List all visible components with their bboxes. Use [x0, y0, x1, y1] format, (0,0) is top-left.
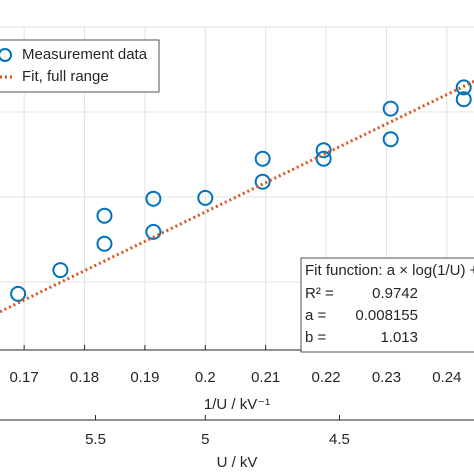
annotation-value: 1.013	[380, 329, 418, 346]
x2-tick-label: 5	[201, 431, 209, 448]
data-point	[455, 91, 472, 108]
data-point	[197, 189, 214, 206]
x-axis-label: 1/U / kV⁻¹	[204, 396, 270, 413]
annotation-box	[300, 257, 474, 353]
data-point	[254, 173, 271, 190]
data-point	[96, 235, 113, 252]
x2-tick-label: 5.5	[85, 431, 106, 448]
data-point	[52, 262, 69, 279]
x-tick-label: 0.21	[251, 369, 280, 386]
annotation-value: 0.9742	[372, 285, 418, 302]
data-point	[315, 142, 332, 159]
annotation-name: R² =	[305, 285, 334, 302]
data-point	[254, 150, 271, 167]
legend-box	[0, 39, 160, 93]
annotation-name: a =	[305, 307, 327, 324]
x2-axis-label: U / kV	[217, 454, 258, 471]
x-tick-label: 0.17	[10, 369, 39, 386]
data-point	[145, 190, 162, 207]
annotation-name: b =	[305, 329, 327, 346]
annotation-value: 0.008155	[355, 307, 418, 324]
data-point	[145, 223, 162, 240]
legend: Measurement data Fit, full range	[0, 39, 160, 93]
x-tick-label: 0.2	[195, 369, 216, 386]
data-point	[382, 131, 399, 148]
data-point	[455, 79, 472, 96]
annotation-title: Fit function: a × log(1/U) + b	[305, 262, 474, 279]
x-tick-label: 0.24	[432, 369, 461, 386]
data-point	[10, 285, 27, 302]
annotation: Fit function: a × log(1/U) + b R² = 0.9742…	[300, 257, 474, 353]
x-tick-label: 0.19	[130, 369, 159, 386]
data-point	[96, 207, 113, 224]
x-tick-label: 0.18	[70, 369, 99, 386]
legend-marker	[0, 48, 12, 62]
x-tick-label: 0.23	[372, 369, 401, 386]
x2-tick-label: 4.5	[329, 431, 350, 448]
data-point	[382, 100, 399, 117]
x-tick-label: 0.22	[311, 369, 340, 386]
legend-label: Fit, full range	[22, 68, 109, 85]
legend-label: Measurement data	[22, 46, 148, 63]
